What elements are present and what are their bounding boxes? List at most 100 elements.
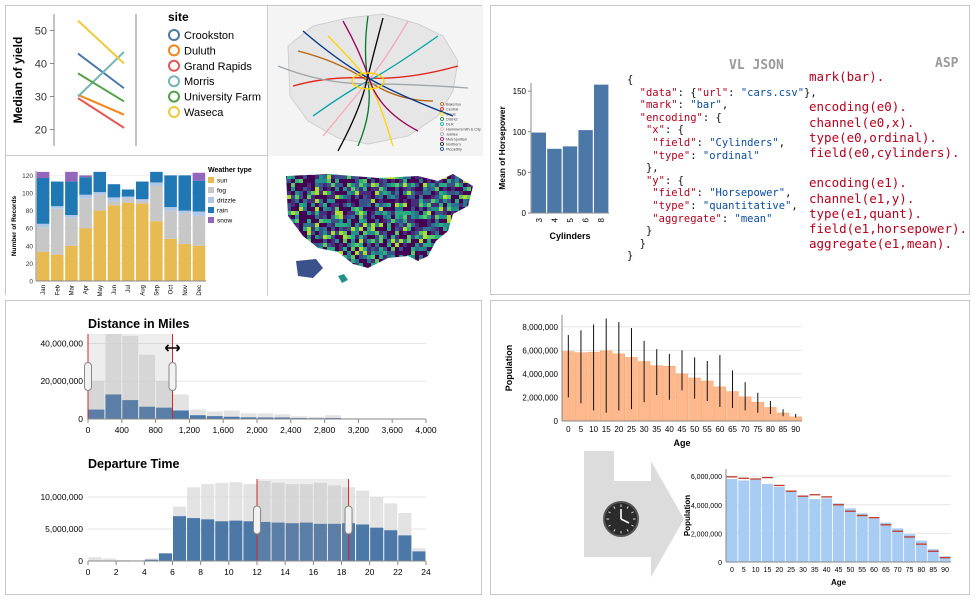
weather-bar-segment [36, 223, 50, 228]
vl-json-token: "mean" [734, 212, 773, 225]
clock-hand-hour [620, 518, 630, 524]
departure-bar-selected [201, 519, 215, 561]
vl-json-token: "cars.csv" [740, 86, 805, 99]
vl-json-token: } [627, 225, 653, 238]
population-y-tick-label: 2,000,000 [522, 393, 558, 402]
map-legend-symbol [440, 127, 444, 131]
spec-panel: 0 50 100 150 3 4 5 6 8 Cylinders Mean of Horsepowe… [490, 5, 970, 295]
population-x-tick-label: 0 [566, 425, 571, 434]
weather-bar-segment [65, 181, 78, 215]
population2-bar [750, 479, 762, 562]
cars-bar [578, 130, 593, 213]
distance-x-tick-label: 0 [86, 425, 91, 435]
cars-bar-chart: 0 50 100 150 3 4 5 6 8 Cylinders Mean of Horsepowe… [497, 83, 609, 241]
weather-bar-segment [65, 215, 78, 218]
yield-legend-label: Duluth [184, 45, 216, 57]
map-legend-symbol [440, 107, 444, 111]
distance-brush-handle [168, 362, 177, 391]
departure-x-tick-label: 2 [114, 567, 119, 577]
population2-bar [785, 490, 797, 562]
vl-json-token: "x" [645, 124, 665, 137]
map-legend-label: Circle [446, 113, 456, 117]
population-x-tick-label: 60 [715, 425, 724, 434]
map-line-9 [337, 17, 384, 152]
population2-bar [809, 499, 821, 562]
distance-bar-all [122, 335, 139, 419]
departure-brush-handle [253, 505, 261, 535]
weather-legend-symbol [208, 217, 214, 223]
vl-json-token [627, 87, 640, 99]
population2-bar [773, 486, 785, 562]
population-x-tick-label: 85 [779, 425, 788, 434]
population2-x-tick-label: 10 [752, 567, 760, 574]
vl-json-line: } [627, 250, 817, 263]
map-legend-symbol [440, 137, 444, 141]
vl-json-token [627, 112, 640, 124]
yield-line-university-farm [77, 72, 125, 103]
population2-y-tick-label: 6,000,000 [691, 474, 722, 481]
clock-tick [613, 529, 616, 532]
map-legend-label: DLR [446, 123, 454, 127]
vl-json-token: "type" [652, 149, 691, 162]
resize-cursor-icon [164, 344, 181, 352]
population-x-tick-label: 50 [690, 425, 699, 434]
population2-bar [726, 479, 738, 562]
cars-y-tick-label: 100 [513, 128, 527, 137]
distance-bar-all [240, 413, 257, 419]
departure-x-tick-label: 22 [393, 567, 403, 577]
population2-x-tick-label: 0 [730, 567, 734, 574]
population2-x-tick-label: 5 [742, 567, 746, 574]
population-x-tick-label: 15 [602, 425, 611, 434]
departure-x-tick-label: 0 [86, 567, 91, 577]
asp-line: encoding(e1). [809, 175, 907, 191]
weather-bar-segment [36, 178, 50, 224]
population-x-tick-label: 45 [678, 425, 687, 434]
weather-legend-label: drizzle [217, 198, 236, 205]
departure-bar-selected [187, 518, 201, 561]
map-legend-symbol [440, 122, 444, 126]
weather-bar-segment [164, 207, 177, 211]
population2-bar [880, 522, 892, 562]
population-x-tick-label: 70 [741, 425, 750, 434]
departure-x-tick-label: 6 [170, 567, 175, 577]
vl-json-token [627, 175, 646, 187]
yield-cell: 20 30 40 50 Median of yield site Crookston Dulu… [6, 6, 268, 156]
weather-bar-segment [93, 192, 107, 195]
vl-json-line: "x": { [627, 124, 817, 137]
vl-json-token: : { [677, 86, 697, 99]
distance-bar-selected [240, 417, 257, 419]
crossfilter-panel: Distance in Miles 0 20,000,000 40,000,000 0 4… [5, 300, 482, 595]
population2-x-tick-label: 60 [870, 567, 878, 574]
distance-x-tick-label: 400 [115, 425, 129, 435]
distance-histogram: Distance in Miles 0 20,000,000 40,000,000 0 4… [40, 317, 436, 435]
departure-x-tick-label: 12 [252, 567, 262, 577]
departure-bar-selected [144, 559, 158, 561]
population-x-tick-label: 30 [640, 425, 649, 434]
distance-x-tick-label: 1,600 [213, 425, 235, 435]
population-x-tick-label: 40 [665, 425, 674, 434]
weather-y-tick-label: 60 [26, 226, 34, 233]
distance-y-tick-label: 40,000,000 [40, 338, 83, 348]
distance-x-tick-label: 2,800 [314, 425, 336, 435]
vl-json-line: } [627, 225, 817, 238]
yield-y-tick-label: 40 [35, 59, 47, 71]
weather-bar-segment [79, 198, 92, 229]
distance-bar-all [308, 416, 325, 419]
map-legend-symbol [440, 132, 444, 136]
distance-bar-selected [156, 407, 172, 419]
weather-legend-symbol [208, 197, 214, 203]
departure-x-tick-label: 14 [280, 567, 290, 577]
map-legend-label: District [446, 118, 459, 122]
vl-json-line: }, [627, 162, 817, 175]
clock-tick [608, 524, 611, 527]
vl-json-token: "encoding" [639, 111, 703, 124]
distance-x-tick-label: 2,000 [246, 425, 268, 435]
population-x-tick-label: 55 [703, 425, 712, 434]
distance-bar-all [291, 416, 308, 419]
choropleth-alaska [296, 259, 323, 278]
population-y-tick-label: 8,000,000 [522, 323, 558, 332]
vl-json-token: : [721, 212, 735, 225]
distance-y-tick-label: 20,000,000 [40, 376, 83, 386]
weather-bar-segment [178, 210, 192, 214]
vl-json-line: } [627, 238, 817, 251]
